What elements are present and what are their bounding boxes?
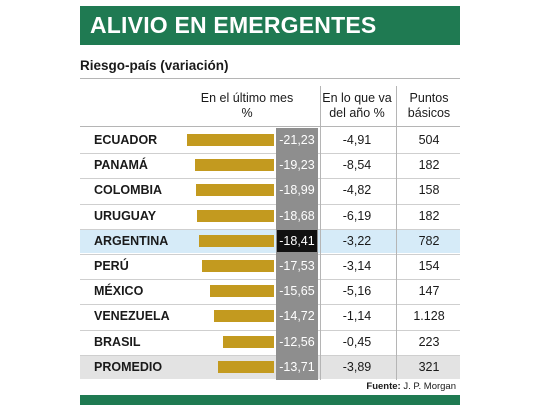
- month-value: -18,68: [279, 208, 315, 223]
- row-divider: [80, 354, 460, 356]
- header-bp-line1: Puntos: [409, 91, 449, 105]
- month-value: -13,71: [279, 359, 315, 374]
- country-label: URUGUAY: [94, 208, 157, 223]
- bar-promedio: [217, 360, 274, 373]
- bar-argentina: [198, 234, 274, 247]
- ytd-value: -4,91: [342, 133, 372, 147]
- top-rule: [80, 78, 460, 79]
- country-label: BRASIL: [94, 334, 141, 349]
- row-divider: [80, 203, 460, 205]
- row-divider: [80, 329, 460, 331]
- basis-points-value: 223: [418, 334, 440, 349]
- chart-title: ALIVIO EN EMERGENTES: [80, 6, 460, 45]
- ytd-value: -3,14: [342, 259, 372, 273]
- basis-points-value: 147: [418, 284, 440, 299]
- basis-points-value: 182: [418, 158, 440, 173]
- month-value: -18,41: [277, 229, 317, 252]
- country-label: PROMEDIO: [94, 359, 163, 374]
- country-label: PERÚ: [94, 259, 129, 273]
- bar-perú: [202, 260, 274, 272]
- basis-points-value: 782: [418, 233, 440, 248]
- country-label: VENEZUELA: [94, 309, 170, 324]
- bar-uruguay: [197, 209, 274, 222]
- bar-colombia: [196, 184, 274, 197]
- source-value: J. P. Morgan: [403, 381, 456, 392]
- ytd-value: -3,89: [342, 359, 372, 374]
- month-value: -12,56: [279, 334, 315, 349]
- header-month-line2: %: [241, 106, 253, 120]
- header-ytd-line1: En lo que va: [322, 91, 392, 105]
- column-divider-1: [320, 86, 321, 380]
- bar-panamá: [195, 159, 274, 172]
- basis-points-value: 158: [418, 183, 440, 198]
- header-month: En el último mes %: [176, 91, 318, 121]
- source-label: Fuente:: [366, 381, 401, 392]
- month-value: -14,72: [279, 309, 315, 324]
- basis-points-value: 504: [418, 133, 440, 147]
- month-value: -19,23: [279, 158, 315, 173]
- row-divider: [80, 304, 460, 306]
- bar-venezuela: [213, 310, 274, 323]
- month-value-column: [276, 128, 318, 380]
- header-rule: [80, 126, 460, 127]
- row-divider: [80, 153, 460, 155]
- country-label: MÉXICO: [94, 284, 144, 299]
- ytd-value: -5,16: [342, 284, 372, 299]
- ytd-value: -1,14: [342, 309, 372, 324]
- chart-subtitle: Riesgo-país (variación): [80, 58, 229, 73]
- basis-points-value: 182: [418, 208, 440, 223]
- header-month-line1: En el último mes: [200, 91, 294, 105]
- country-label: ECUADOR: [94, 133, 158, 147]
- bar-ecuador: [187, 134, 274, 146]
- ytd-value: -0,45: [342, 334, 372, 349]
- header-bp: Puntos básicos: [398, 91, 460, 121]
- month-value: -15,65: [279, 284, 315, 299]
- country-label: PANAMÁ: [94, 158, 148, 173]
- basis-points-value: 154: [418, 259, 440, 273]
- ytd-value: -3,22: [342, 233, 372, 248]
- header-ytd: En lo que va del año %: [322, 91, 392, 121]
- row-divider: [80, 254, 460, 255]
- row-divider: [80, 279, 460, 281]
- ytd-value: -6,19: [342, 208, 372, 223]
- header-ytd-line2: del año %: [329, 106, 385, 120]
- month-value: -17,53: [279, 259, 315, 273]
- bar-brasil: [222, 335, 274, 348]
- basis-points-value: 321: [418, 359, 440, 374]
- header-bp-line2: básicos: [407, 106, 451, 120]
- column-divider-2: [396, 86, 397, 380]
- month-value: -18,99: [279, 183, 315, 198]
- country-label: ARGENTINA: [94, 233, 169, 248]
- source-note: Fuente: J. P. Morgan: [366, 381, 456, 392]
- row-divider: [80, 228, 460, 230]
- bar-méxico: [209, 285, 274, 298]
- ytd-value: -4,82: [342, 183, 372, 198]
- ytd-value: -8,54: [342, 158, 372, 173]
- bottom-bar: [80, 395, 460, 405]
- country-label: COLOMBIA: [94, 183, 163, 198]
- row-divider: [80, 178, 460, 180]
- month-value: -21,23: [279, 133, 315, 147]
- basis-points-value: 1.128: [413, 309, 445, 324]
